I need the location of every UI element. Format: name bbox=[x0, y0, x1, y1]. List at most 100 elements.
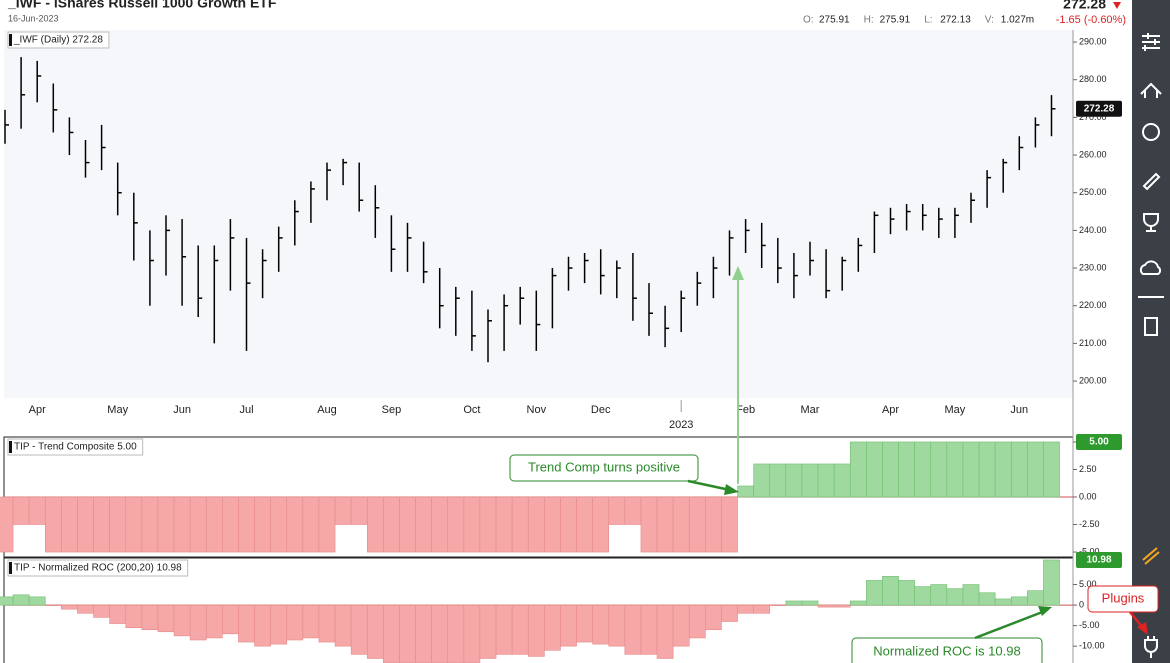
bar bbox=[1027, 441, 1044, 498]
bar bbox=[511, 604, 529, 655]
y-tick-label: 220.00 bbox=[1079, 300, 1107, 310]
sidebar-icons bbox=[1138, 33, 1164, 658]
bar bbox=[721, 496, 738, 553]
bar bbox=[318, 496, 336, 553]
bar bbox=[157, 604, 175, 633]
y-tick-label: 240.00 bbox=[1079, 225, 1107, 235]
bar bbox=[769, 463, 787, 498]
bar bbox=[994, 441, 1012, 498]
bar bbox=[141, 496, 159, 553]
bar bbox=[672, 496, 690, 553]
x-tick-label: Jul bbox=[239, 404, 253, 416]
bar bbox=[544, 604, 561, 651]
bar bbox=[222, 496, 239, 553]
y-tick-label: 250.00 bbox=[1079, 187, 1107, 197]
bar bbox=[350, 604, 368, 655]
bar bbox=[254, 604, 271, 647]
x-tick-label: Dec bbox=[591, 404, 611, 416]
bar bbox=[254, 496, 271, 553]
last-label: 5.00 bbox=[1089, 437, 1109, 448]
bar bbox=[801, 463, 819, 498]
panel-title: TIP - Trend Composite 5.00 bbox=[14, 442, 137, 453]
bar bbox=[318, 604, 336, 643]
x-tick-label: Feb bbox=[736, 404, 755, 416]
panel-title-box bbox=[7, 438, 144, 456]
bar bbox=[527, 604, 545, 657]
bar bbox=[785, 463, 803, 498]
doc-icon[interactable] bbox=[1144, 317, 1158, 336]
panel-title: _IWF (Daily) 272.28 bbox=[13, 35, 103, 46]
bar bbox=[431, 604, 449, 663]
header-change: -1.65 (-0.60%) bbox=[1056, 14, 1126, 26]
bar bbox=[785, 600, 803, 606]
bar bbox=[12, 496, 30, 525]
panel-title: TIP - Normalized ROC (200,20) 10.98 bbox=[14, 563, 182, 574]
y-tick-label: 0 bbox=[1079, 599, 1084, 609]
trophy-icon[interactable] bbox=[1143, 213, 1159, 232]
bar bbox=[592, 604, 610, 645]
y-tick-label: 2.50 bbox=[1079, 464, 1097, 474]
chart-icon[interactable] bbox=[1140, 82, 1162, 98]
x-tick-label: Jun bbox=[173, 404, 191, 416]
y-tick-label: 5.00 bbox=[1079, 579, 1097, 589]
arrowhead bbox=[1137, 622, 1148, 635]
bar bbox=[222, 604, 239, 635]
bar bbox=[28, 496, 46, 525]
bar bbox=[656, 604, 674, 659]
bar bbox=[431, 496, 449, 553]
brush-icon[interactable] bbox=[1142, 547, 1160, 565]
bar bbox=[688, 604, 706, 639]
bar bbox=[189, 604, 207, 641]
bar bbox=[366, 496, 384, 553]
bar bbox=[141, 604, 159, 631]
price-panel bbox=[4, 30, 1073, 398]
header-title: _IWF - iShares Russell 1000 Growth ETF bbox=[7, 0, 277, 11]
bar bbox=[205, 496, 223, 553]
bar bbox=[849, 600, 867, 606]
y-tick-label: -5.00 bbox=[1079, 546, 1100, 556]
bar bbox=[238, 496, 255, 553]
x-tick-label: 2023 bbox=[669, 419, 693, 431]
bar bbox=[173, 496, 191, 553]
bar bbox=[415, 604, 432, 663]
bar bbox=[383, 496, 400, 553]
y-tick-label: 200.00 bbox=[1079, 375, 1107, 385]
quote-value: 275.91 bbox=[819, 15, 850, 26]
bar bbox=[399, 604, 416, 663]
bar bbox=[511, 496, 529, 553]
bar bbox=[286, 604, 304, 641]
bar bbox=[833, 463, 851, 498]
annotation: Normalized ROC is 10.98 bbox=[873, 643, 1020, 658]
bar bbox=[930, 441, 948, 498]
bar bbox=[270, 604, 288, 645]
last-badge bbox=[1076, 100, 1122, 117]
bar bbox=[608, 496, 626, 525]
plug-icon[interactable] bbox=[1144, 636, 1158, 658]
bar bbox=[0, 596, 14, 606]
annotation-box bbox=[509, 454, 699, 482]
bar bbox=[0, 496, 14, 553]
bar bbox=[946, 441, 964, 498]
settings-icon[interactable] bbox=[1142, 33, 1160, 51]
bar bbox=[334, 604, 352, 647]
bar bbox=[544, 496, 561, 553]
bar bbox=[753, 463, 771, 498]
globe-icon[interactable] bbox=[1142, 123, 1160, 141]
bar bbox=[77, 604, 94, 614]
bar bbox=[205, 604, 223, 639]
bar bbox=[495, 496, 513, 553]
bar bbox=[447, 604, 465, 663]
annotation-arrow bbox=[974, 609, 1046, 640]
rocket-icon[interactable] bbox=[1142, 172, 1161, 191]
x-tick-label: Mar bbox=[801, 404, 820, 416]
bar bbox=[737, 485, 754, 498]
x-tick-label: Sep bbox=[382, 404, 402, 416]
panel-title-box bbox=[7, 31, 110, 49]
bar bbox=[463, 604, 481, 663]
y-tick-label: -2.50 bbox=[1079, 519, 1100, 529]
cloud-icon[interactable] bbox=[1139, 260, 1162, 275]
y-tick-label: 260.00 bbox=[1079, 149, 1107, 159]
annotation: Plugins bbox=[1102, 590, 1145, 605]
bar bbox=[576, 604, 593, 643]
bar bbox=[1027, 590, 1044, 606]
